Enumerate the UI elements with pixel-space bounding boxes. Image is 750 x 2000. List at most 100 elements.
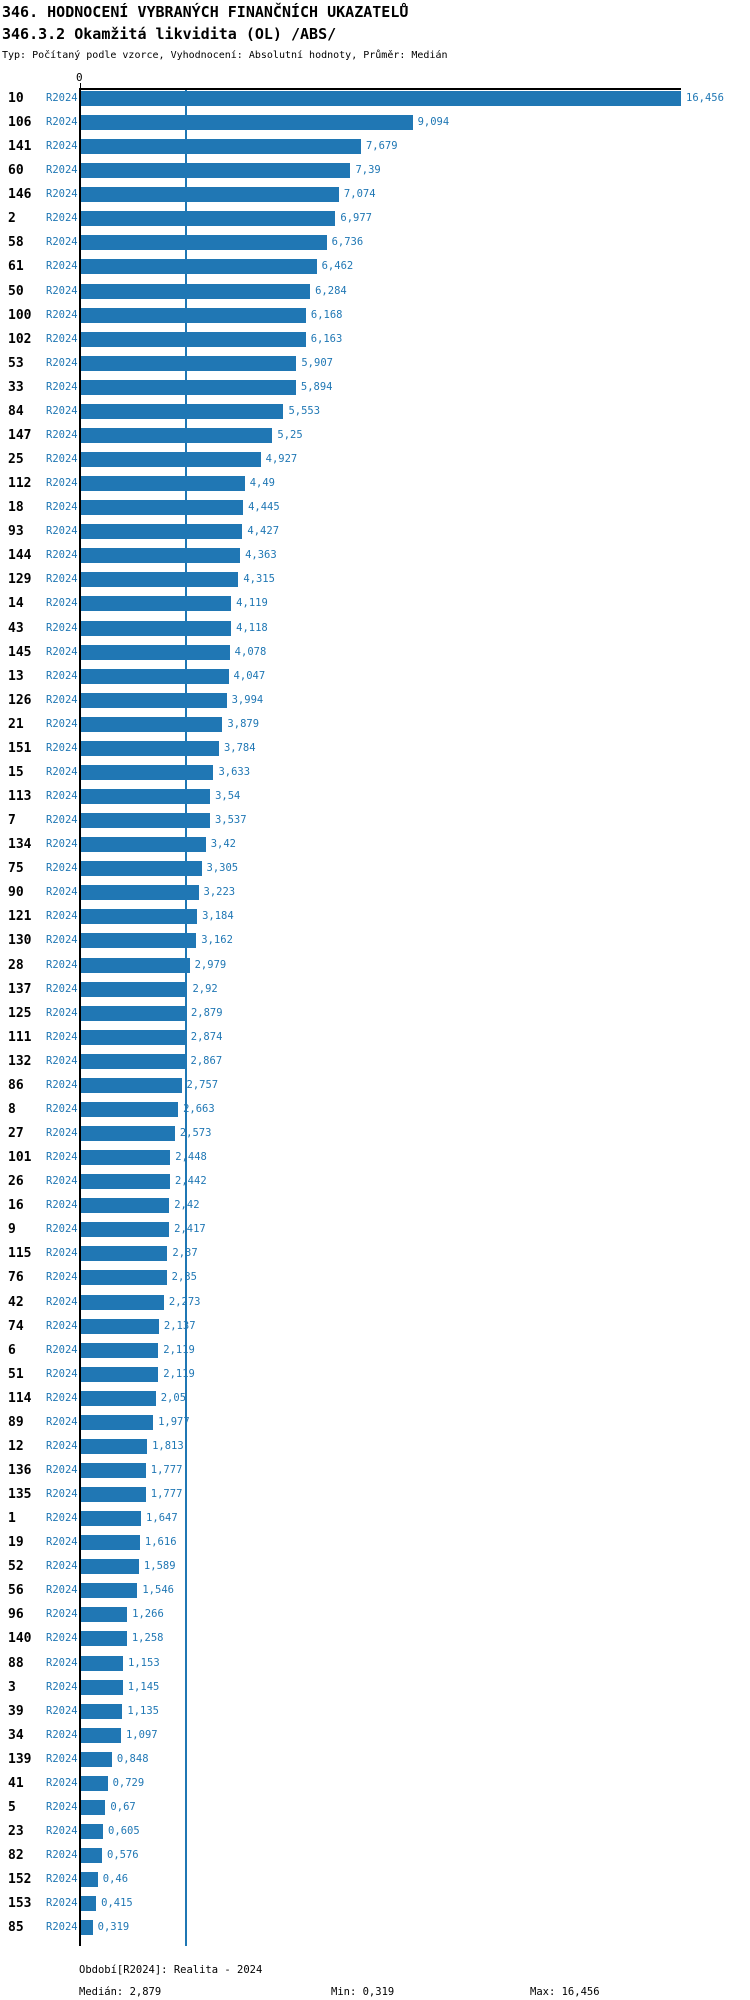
row-id-label: 141 (8, 139, 32, 155)
row-id-label: 115 (8, 1246, 32, 1262)
row-id-label: 136 (8, 1462, 32, 1478)
row-id-label: 14 (8, 596, 24, 612)
value-label: 2,05 (160, 1391, 187, 1404)
row-id-label: 34 (8, 1727, 24, 1743)
row-id-label: 51 (8, 1366, 24, 1382)
value-bar (81, 1294, 164, 1310)
table-row: 145 R2024 4,078 (0, 644, 750, 660)
value-bar (81, 139, 361, 155)
row-id-label: 43 (8, 620, 24, 636)
value-bar (81, 91, 681, 106)
table-row: 52 R2024 1,589 (0, 1559, 750, 1575)
value-label: 2,119 (163, 1367, 195, 1380)
value-bar (81, 1631, 127, 1647)
table-row: 9 R2024 2,417 (0, 1222, 750, 1238)
value-label: 0,605 (108, 1825, 140, 1838)
table-row: 61 R2024 6,462 (0, 259, 750, 275)
value-bar (81, 1222, 170, 1238)
row-id-label: 61 (8, 259, 24, 275)
row-series-label: R2024 (46, 1030, 78, 1043)
row-series-label: R2024 (46, 164, 78, 177)
table-row: 56 R2024 1,546 (0, 1583, 750, 1599)
table-row: 129 R2024 4,315 (0, 572, 750, 588)
row-id-label: 76 (8, 1270, 24, 1286)
row-series-label: R2024 (46, 308, 78, 321)
row-series-label: R2024 (46, 1656, 78, 1669)
value-bar (81, 307, 306, 323)
table-row: 113 R2024 3,54 (0, 789, 750, 805)
value-label: 0,319 (97, 1921, 130, 1934)
value-label: 3,633 (218, 765, 251, 778)
table-row: 76 R2024 2,35 (0, 1270, 750, 1286)
row-id-label: 56 (8, 1583, 24, 1599)
row-series-label: R2024 (46, 1776, 78, 1789)
value-label: 1,977 (158, 1415, 190, 1428)
footer-max: Max: 16,456 (530, 1986, 600, 1998)
value-label: 1,777 (150, 1488, 183, 1501)
table-row: 2 R2024 6,977 (0, 211, 750, 227)
value-label: 9,094 (417, 116, 450, 129)
value-label: 6,284 (315, 284, 347, 297)
table-row: 96 R2024 1,266 (0, 1607, 750, 1623)
value-label: 2,663 (183, 1102, 215, 1115)
row-id-label: 7 (8, 813, 16, 829)
value-label: 4,49 (249, 477, 275, 490)
value-label: 1,097 (125, 1728, 158, 1741)
row-id-label: 16 (8, 1198, 24, 1214)
row-series-label: R2024 (46, 356, 78, 369)
value-bar (81, 1487, 146, 1503)
table-row: 125 R2024 2,879 (0, 1005, 750, 1021)
value-bar (81, 1775, 108, 1791)
table-row: 1 R2024 1,647 (0, 1511, 750, 1527)
value-bar (81, 1896, 97, 1912)
row-id-label: 126 (8, 692, 32, 708)
row-id-label: 140 (8, 1631, 32, 1647)
value-bar (81, 1920, 93, 1936)
value-label: 3,537 (214, 814, 247, 827)
row-series-label: R2024 (46, 1560, 78, 1573)
value-bar (81, 1727, 121, 1743)
value-label: 3,784 (223, 741, 256, 754)
table-row: 139 R2024 0,848 (0, 1751, 750, 1767)
row-id-label: 84 (8, 403, 24, 419)
table-row: 89 R2024 1,977 (0, 1414, 750, 1430)
value-label: 0,415 (101, 1897, 133, 1910)
row-id-label: 28 (8, 957, 24, 973)
table-row: 153 R2024 0,415 (0, 1896, 750, 1912)
row-series-label: R2024 (46, 1608, 78, 1621)
table-row: 90 R2024 3,223 (0, 885, 750, 901)
value-label: 2,879 (190, 1006, 223, 1019)
table-row: 12 R2024 1,813 (0, 1438, 750, 1454)
footer-period: Období[R2024]: Realita - 2024 (79, 1964, 263, 1976)
row-series-label: R2024 (46, 1175, 78, 1188)
row-series-label: R2024 (46, 717, 78, 730)
value-label: 3,879 (227, 717, 260, 730)
row-id-label: 42 (8, 1294, 24, 1310)
value-label: 2,442 (175, 1175, 207, 1188)
row-id-label: 27 (8, 1126, 24, 1141)
value-label: 6,977 (340, 212, 372, 225)
value-bar (81, 861, 202, 877)
table-row: 115 R2024 2,37 (0, 1246, 750, 1262)
value-bar (81, 548, 241, 564)
table-row: 86 R2024 2,757 (0, 1077, 750, 1093)
chart-meta-line: Typ: Počítaný podle vzorce, Vyhodnocení:… (2, 50, 448, 61)
value-label: 3,54 (215, 790, 241, 803)
value-bar (81, 692, 227, 708)
row-series-label: R2024 (46, 669, 78, 682)
value-bar (81, 235, 327, 251)
value-label: 4,427 (247, 525, 280, 538)
row-id-label: 9 (8, 1222, 16, 1238)
value-bar (81, 885, 199, 901)
value-bar (81, 1150, 171, 1166)
row-id-label: 106 (8, 115, 32, 131)
row-series-label: R2024 (46, 1343, 78, 1356)
row-series-label: R2024 (46, 1391, 78, 1404)
value-label: 7,679 (365, 140, 398, 153)
value-bar (81, 1414, 154, 1430)
table-row: 121 R2024 3,184 (0, 909, 750, 925)
table-row: 141 R2024 7,679 (0, 139, 750, 155)
table-row: 51 R2024 2,119 (0, 1366, 750, 1382)
row-id-label: 8 (8, 1101, 16, 1117)
